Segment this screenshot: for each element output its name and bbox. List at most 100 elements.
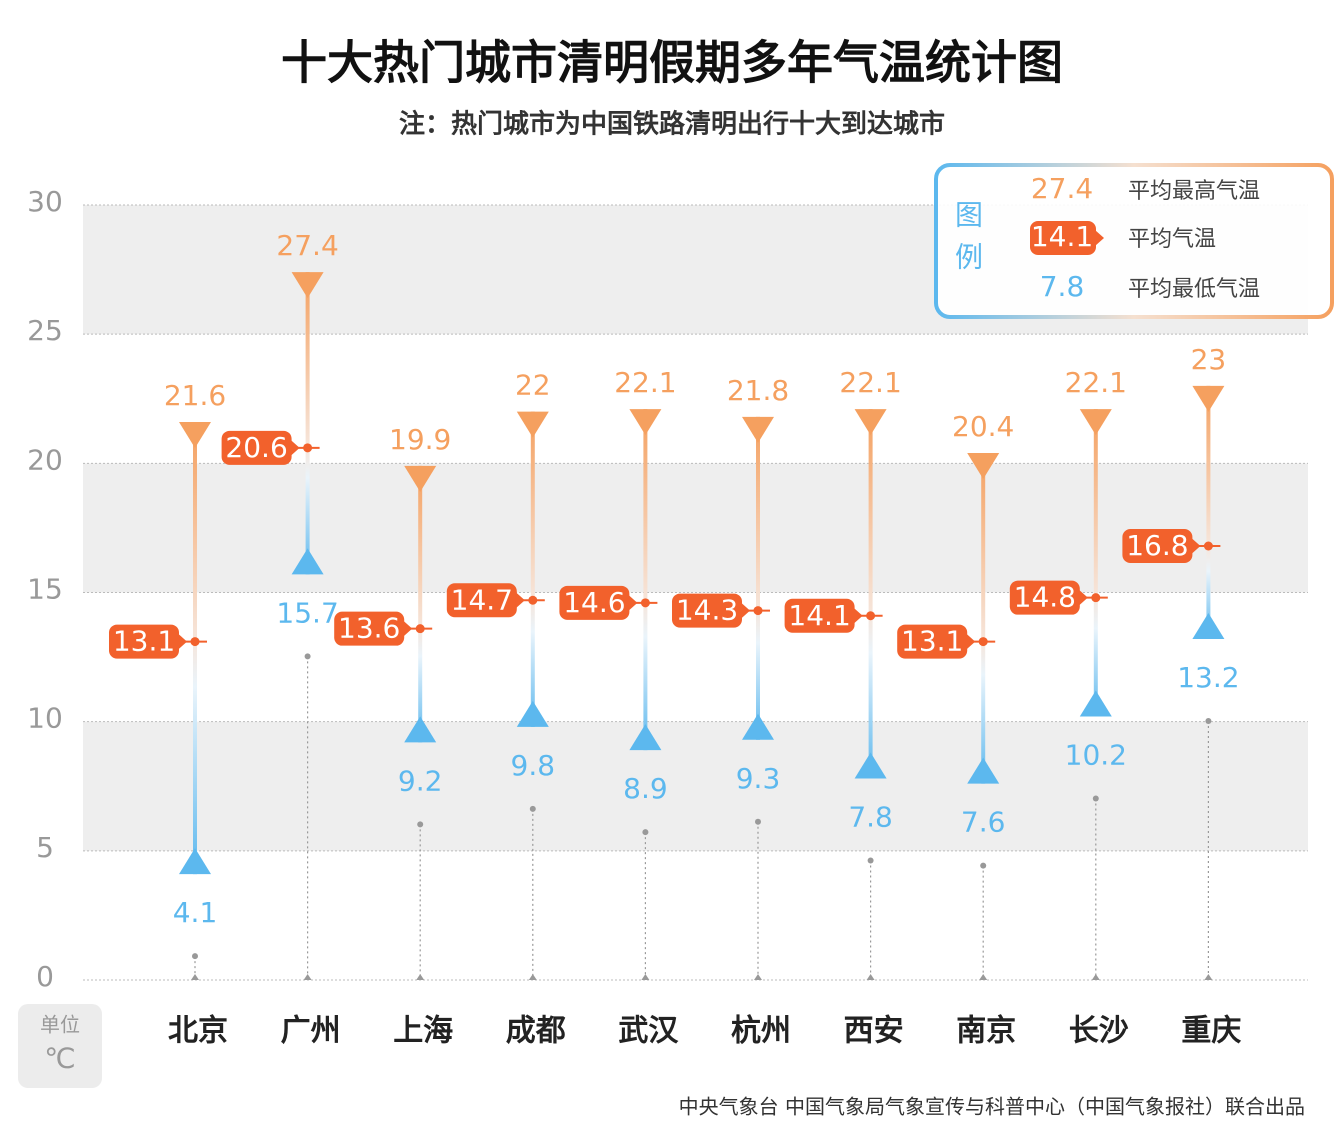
max-label: 22.1 <box>614 366 676 399</box>
min-label: 4.1 <box>173 896 218 929</box>
max-marker <box>179 422 211 448</box>
x-tick-label: 南京 <box>956 1014 1016 1049</box>
min-marker <box>516 700 549 727</box>
x-tick-label: 上海 <box>393 1014 453 1049</box>
max-label: 22 <box>515 369 551 402</box>
avg-dot <box>415 624 425 634</box>
max-marker <box>742 416 774 443</box>
axis-dot <box>979 974 988 980</box>
min-marker <box>1192 613 1225 639</box>
avg-dot <box>528 595 538 605</box>
axis-dot <box>303 974 312 980</box>
x-tick-label: 成都 <box>506 1014 566 1049</box>
guide-dot <box>755 818 761 825</box>
avg-box <box>446 583 517 618</box>
guide-dot <box>980 862 987 869</box>
avg-pointer <box>403 620 413 637</box>
max-marker <box>967 453 1000 479</box>
legend: 图例 27.4 平均最高气温 14.1 平均气温 7.8 平均最低气温 <box>934 163 1334 319</box>
axis-dot <box>641 974 650 980</box>
avg-label: 13.6 <box>338 612 400 645</box>
avg-pointer <box>628 594 638 611</box>
axis-dot <box>754 974 762 980</box>
min-label: 9.2 <box>398 764 443 797</box>
y-tick-label: 0 <box>36 960 54 993</box>
guide-dot <box>642 829 649 836</box>
legend-sample-pointer <box>1095 230 1104 246</box>
source: 中央气象台 中国气象局气象宣传与科普中心（中国气象报社）联合出品 <box>679 1095 1305 1119</box>
max-marker <box>291 272 324 299</box>
chart-title: 十大热门城市清明假期多年气温统计图 <box>281 36 1063 90</box>
avg-label: 14.7 <box>451 583 513 616</box>
legend-sample-box <box>1030 221 1096 255</box>
chart-subtitle: 注：热门城市为中国铁路清明出行十大到达城市 <box>399 109 945 140</box>
guide-dot <box>417 821 424 828</box>
avg-label: 13.1 <box>113 625 175 658</box>
avg-box <box>897 624 968 659</box>
min-marker <box>854 752 887 779</box>
min-marker <box>179 848 211 875</box>
max-label: 21.6 <box>164 379 226 412</box>
max-marker <box>629 409 662 436</box>
x-tick-label: 北京 <box>168 1014 228 1049</box>
min-label: 15.7 <box>276 596 338 629</box>
avg-box <box>784 598 855 633</box>
unit-box <box>18 1004 102 1088</box>
avg-label: 13.1 <box>901 625 963 658</box>
avg-pointer <box>515 592 525 609</box>
unit-label: 单位 <box>40 1013 80 1037</box>
guide-dot <box>304 653 311 660</box>
max-marker <box>516 411 549 438</box>
max-label: 22.1 <box>1065 366 1127 399</box>
avg-dot <box>303 443 313 453</box>
min-marker <box>1079 690 1112 717</box>
avg-box <box>334 611 405 646</box>
axis-dot <box>866 974 875 980</box>
avg-box <box>1009 580 1080 615</box>
avg-pointer <box>1078 589 1088 606</box>
max-label: 21.8 <box>727 374 789 407</box>
max-marker <box>1079 409 1112 436</box>
y-tick-label: 5 <box>36 831 54 864</box>
y-tick-label: 10 <box>27 702 63 735</box>
avg-pointer <box>853 607 863 624</box>
avg-dot <box>1203 541 1213 551</box>
min-marker <box>742 713 774 740</box>
avg-dot <box>1091 593 1101 603</box>
guide-dot <box>529 805 536 812</box>
avg-dot <box>978 637 988 647</box>
legend-label: 平均最高气温 <box>1128 179 1260 204</box>
min-marker <box>404 716 437 743</box>
max-label: 19.9 <box>389 423 451 456</box>
avg-label: 16.8 <box>1126 529 1188 562</box>
plot-area: 0 5 10 15 20 25 30 北京 21.6 4.1 13.1 广州 27.4 15.7 20.6 上… <box>27 185 1308 1049</box>
min-marker <box>629 724 662 751</box>
max-label: 22.1 <box>839 366 901 399</box>
legend-label: 平均最低气温 <box>1128 277 1260 302</box>
avg-pointer <box>741 602 750 619</box>
avg-box <box>1122 529 1193 563</box>
min-label: 9.3 <box>736 762 781 795</box>
y-tick-label: 30 <box>27 185 63 218</box>
avg-box <box>672 593 742 628</box>
x-tick-label: 西安 <box>844 1014 904 1049</box>
avg-label: 14.6 <box>563 586 625 619</box>
legend-label: 平均气温 <box>1128 227 1216 252</box>
grid-band <box>83 721 1308 851</box>
min-label: 13.2 <box>1177 661 1239 694</box>
axis-dot <box>1204 974 1213 980</box>
y-tick-label: 15 <box>27 573 63 606</box>
avg-box <box>109 624 179 659</box>
min-label: 9.8 <box>511 749 556 782</box>
avg-pointer <box>966 633 976 650</box>
avg-label: 14.1 <box>788 599 850 632</box>
y-tick-label: 20 <box>27 443 63 476</box>
avg-box <box>559 585 630 620</box>
max-marker <box>404 465 437 492</box>
x-tick-label: 武汉 <box>618 1014 679 1049</box>
avg-pointer <box>1191 538 1201 554</box>
unit: ℃ <box>44 1042 75 1075</box>
legend-box <box>934 163 1334 319</box>
